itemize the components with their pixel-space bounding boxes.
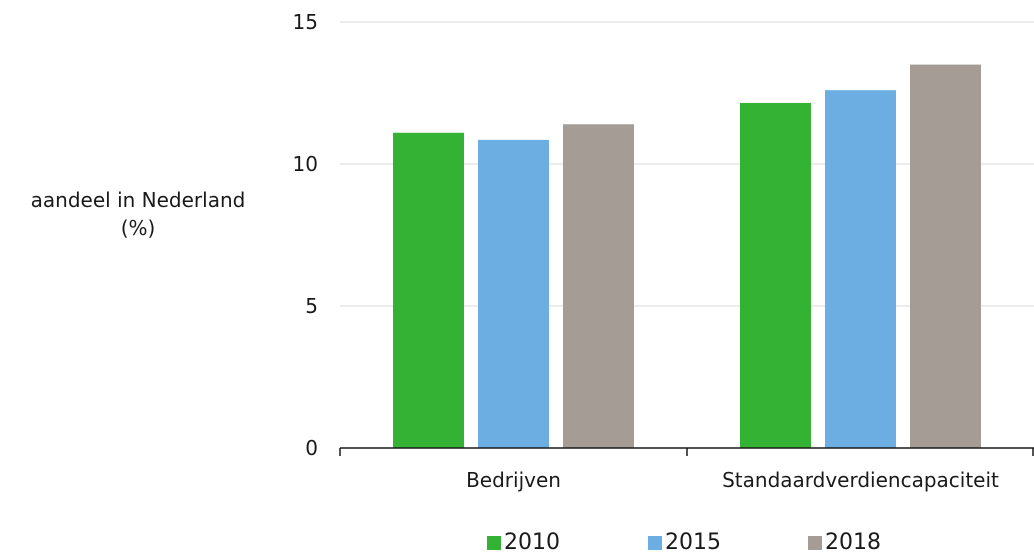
bars [393, 64, 981, 449]
bar-2018-0 [563, 124, 634, 449]
legend-swatch [808, 535, 822, 550]
bar-2018-1 [910, 64, 981, 448]
bar-2015-0 [478, 139, 549, 449]
x-axis [339, 447, 1034, 456]
y-tick-labels: 0 5 10 15 [293, 10, 318, 460]
legend-item-2010: 2010 [487, 530, 560, 555]
y-tick-label: 15 [293, 10, 318, 34]
legend-label: 2018 [825, 530, 881, 555]
legend-item-2018: 2018 [808, 530, 881, 555]
x-tick-label: Bedrijven [466, 468, 561, 492]
legend-swatch [487, 535, 501, 550]
y-tick-label: 0 [305, 436, 318, 460]
legend-item-2015: 2015 [648, 530, 721, 555]
legend-label: 2010 [504, 530, 560, 555]
y-axis-title-line2: (%) [120, 216, 156, 240]
bar-chart: 0 5 10 15 Bedrijven Standaardverdiencapacite… [293, 10, 1034, 492]
legend-label: 2015 [665, 530, 721, 555]
legend-swatch [648, 535, 662, 550]
y-axis-title-line1: aandeel in Nederland [30, 188, 246, 212]
legend: 2010 2015 2018 [0, 530, 1034, 557]
y-tick-label: 10 [293, 152, 318, 176]
y-tick-label: 5 [305, 294, 318, 318]
y-axis-title: aandeel in Nederland (%) [0, 186, 276, 242]
bar-2015-1 [825, 90, 896, 448]
x-tick-label: Standaardverdiencapaciteit [722, 468, 999, 492]
bar-2010-1 [740, 102, 811, 448]
bar-2010-0 [393, 132, 464, 448]
x-tick-labels: Bedrijven Standaardverdiencapaciteit [466, 468, 999, 492]
